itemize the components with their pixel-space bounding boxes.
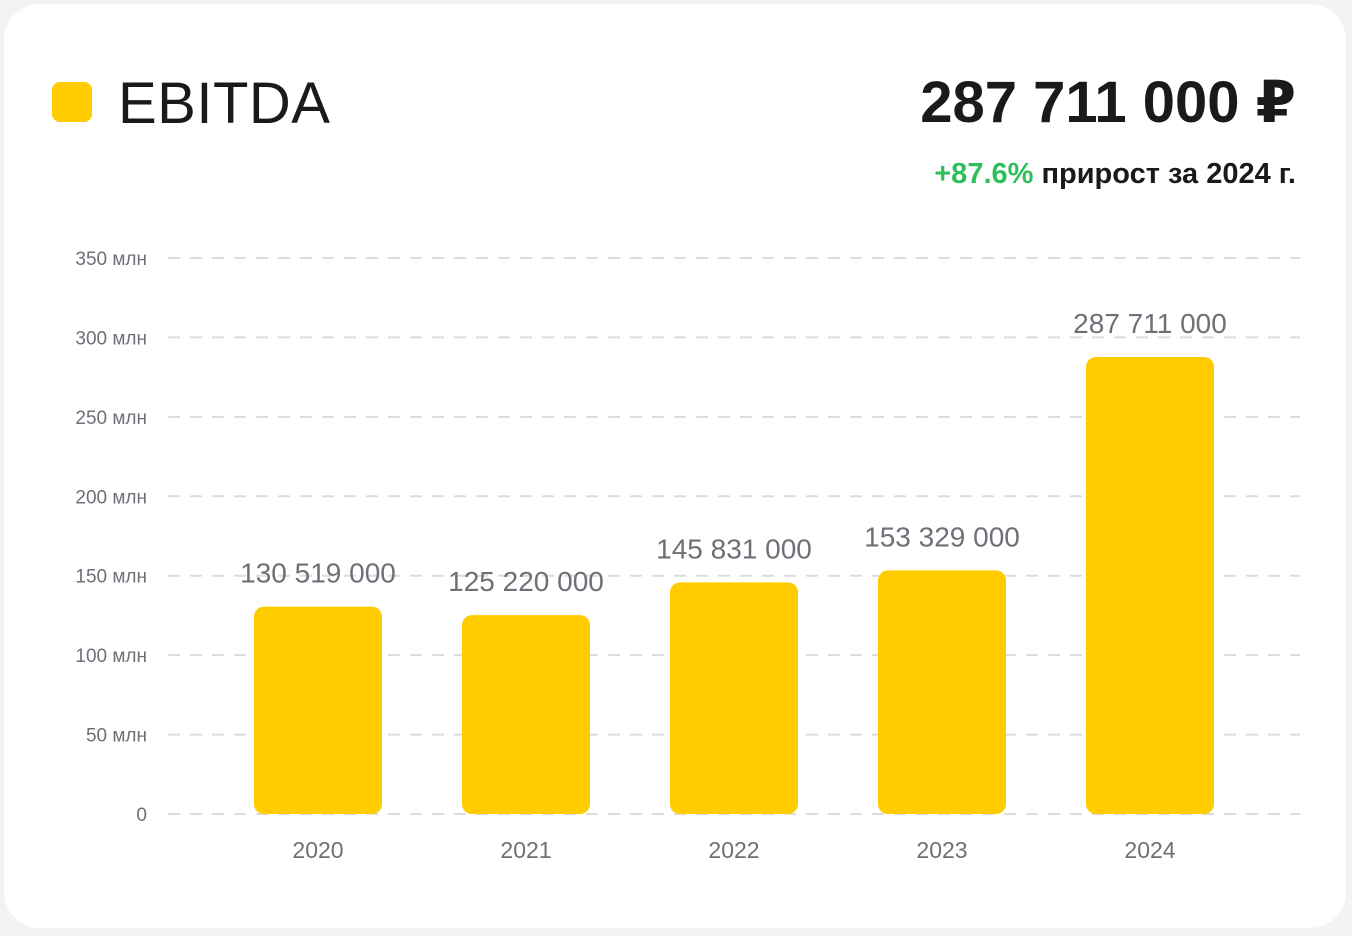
growth-text: прирост за 2024 г. <box>1033 158 1296 190</box>
y-tick-label: 100 млн <box>75 646 147 667</box>
bar-2023 <box>878 570 1006 814</box>
y-tick-label: 150 млн <box>75 567 147 588</box>
data-label: 287 711 000 <box>1073 308 1227 339</box>
y-tick-label: 300 млн <box>75 328 147 349</box>
data-label: 130 519 000 <box>240 558 396 589</box>
x-tick-label: 2024 <box>1124 837 1175 863</box>
data-label: 125 220 000 <box>448 566 604 597</box>
growth-percent: +87.6% <box>934 158 1034 190</box>
bar-2020 <box>254 606 382 814</box>
x-tick-label: 2023 <box>916 837 967 863</box>
x-tick-label: 2020 <box>292 837 343 863</box>
bar-2024 <box>1086 356 1214 814</box>
bar-2022 <box>670 582 798 814</box>
y-tick-label: 350 млн <box>75 249 147 270</box>
y-tick-label: 200 млн <box>75 487 147 508</box>
total-value: 287 711 000 ₽ <box>920 70 1296 135</box>
y-tick-label: 0 <box>136 805 147 826</box>
x-tick-label: 2021 <box>500 837 551 863</box>
legend-label: EBITDA <box>118 71 331 136</box>
y-tick-label: 250 млн <box>75 408 147 429</box>
growth-line: +87.6% прирост за 2024 г. <box>934 156 1296 192</box>
data-label: 145 831 000 <box>656 533 812 564</box>
bar-2021 <box>462 615 590 814</box>
legend-swatch <box>52 82 92 122</box>
data-label: 153 329 000 <box>864 521 1020 552</box>
x-tick-label: 2022 <box>708 837 759 863</box>
y-tick-label: 50 млн <box>86 726 147 747</box>
